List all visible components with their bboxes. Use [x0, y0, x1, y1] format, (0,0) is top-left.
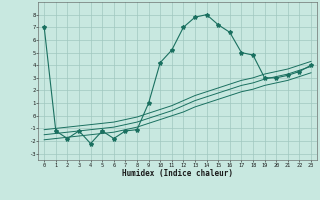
X-axis label: Humidex (Indice chaleur): Humidex (Indice chaleur) [122, 169, 233, 178]
